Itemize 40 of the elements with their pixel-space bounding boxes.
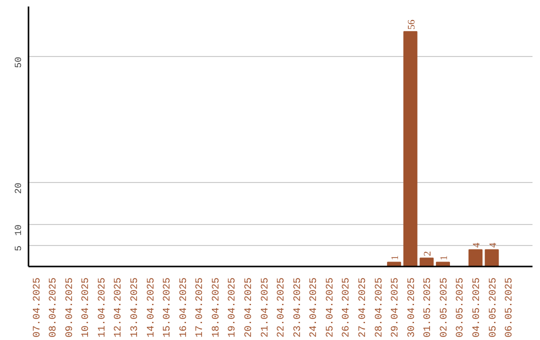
y-tick-label: 10: [13, 224, 24, 236]
x-tick-label: 28.04.2025: [374, 277, 386, 338]
x-tick-label: 13.04.2025: [130, 277, 142, 338]
x-tick-label: 25.04.2025: [325, 277, 336, 338]
x-tick-label: 30.04.2025: [406, 277, 418, 338]
x-tick-label: 19.04.2025: [228, 277, 239, 338]
y-tick-label: 5: [13, 246, 24, 252]
x-tick-label: 29.04.2025: [390, 277, 402, 338]
x-tick-label: 23.04.2025: [292, 277, 304, 338]
x-tick-label: 04.05.2025: [472, 277, 484, 338]
y-tick-label: 50: [13, 56, 24, 68]
x-tick-label: 18.04.2025: [211, 277, 222, 338]
x-tick-label: 21.04.2025: [260, 277, 272, 338]
data-label: 1: [438, 255, 450, 260]
x-tick-label: 17.04.2025: [195, 277, 206, 338]
data-label: 2: [422, 251, 434, 256]
x-tick-label: 22.04.2025: [276, 277, 288, 338]
x-tick-label: 06.05.2025: [504, 277, 516, 338]
x-tick-label: 07.04.2025: [32, 277, 44, 338]
x-tick-label: 10.04.2025: [81, 277, 92, 338]
x-tick-label: 24.04.2025: [309, 277, 320, 338]
x-tick-label: 20.04.2025: [244, 277, 256, 338]
x-tick-label: 05.05.2025: [488, 277, 500, 338]
x-tick-label: 14.04.2025: [146, 277, 158, 338]
x-tick-label: 15.04.2025: [162, 277, 174, 338]
y-tick-label: 20: [13, 182, 24, 194]
x-tick-label: 01.05.2025: [423, 277, 434, 338]
x-tick-label: 08.04.2025: [48, 277, 60, 338]
data-label: 56: [406, 20, 418, 30]
data-label: 1: [390, 255, 402, 260]
x-tick-label: 16.04.2025: [178, 277, 190, 338]
x-tick-label: 11.04.2025: [97, 277, 108, 338]
x-tick-label: 12.04.2025: [114, 277, 125, 338]
data-label: 4: [488, 242, 499, 248]
x-tick-label: 09.04.2025: [64, 277, 76, 338]
x-tick-label: 02.05.2025: [439, 277, 450, 338]
data-label: 4: [472, 242, 483, 248]
x-tick-label: 26.04.2025: [342, 277, 353, 338]
x-tick-label: 03.05.2025: [456, 277, 467, 338]
x-tick-label: 27.04.2025: [358, 277, 370, 338]
